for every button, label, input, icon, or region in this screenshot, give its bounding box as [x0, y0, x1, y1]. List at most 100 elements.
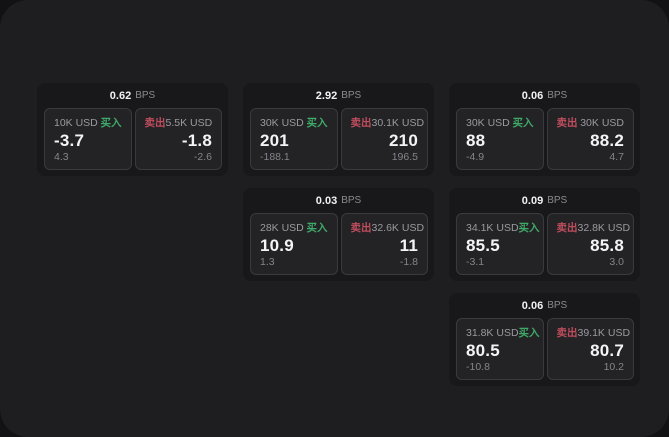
card-body: 30K USD 买入 88 -4.9 卖出 30K USD 88.2 4.7 — [449, 108, 640, 176]
buy-panel[interactable]: 10K USD 买入 -3.7 4.3 — [44, 108, 132, 170]
buy-side-label: 买入 — [306, 222, 328, 234]
buy-amount: 30K USD — [260, 117, 304, 129]
buy-price: 85.5 — [466, 236, 500, 255]
buy-side-label: 买入 — [306, 117, 328, 129]
sell-panel-top: 卖出 30.1K USD — [350, 115, 425, 130]
buy-panel-top: 28K USD 买入 — [260, 220, 328, 235]
sell-side-label: 卖出 — [350, 117, 372, 129]
sell-change: -2.6 — [193, 151, 212, 163]
buy-panel-top: 30K USD 买入 — [466, 115, 534, 130]
spread-unit-label: BPS — [135, 90, 156, 101]
buy-amount: 34.1K USD — [466, 222, 519, 234]
quote-card-grid: 0.62 BPS 10K USD 买入 -3.7 4.3 卖出 5.5K USD… — [37, 83, 640, 386]
buy-side-label: 买入 — [518, 327, 540, 339]
sell-change: 196.5 — [391, 151, 418, 163]
buy-panel-top: 10K USD 买入 — [54, 115, 122, 130]
spread-unit-label: BPS — [341, 195, 362, 206]
sell-panel-top: 卖出 30K USD — [557, 115, 625, 130]
buy-change: -3.1 — [466, 256, 485, 268]
quote-card[interactable]: 0.09 BPS 34.1K USD 买入 85.5 -3.1 卖出 32.8K… — [449, 188, 640, 281]
sell-price: 80.7 — [590, 341, 624, 360]
sell-change: -1.8 — [399, 256, 418, 268]
buy-panel[interactable]: 30K USD 买入 201 -188.1 — [250, 108, 338, 170]
sell-side-label: 卖出 — [350, 222, 372, 234]
quote-card[interactable]: 0.03 BPS 28K USD 买入 10.9 1.3 卖出 32.6K US… — [243, 188, 434, 281]
buy-panel[interactable]: 34.1K USD 买入 85.5 -3.1 — [456, 213, 544, 275]
buy-panel[interactable]: 30K USD 买入 88 -4.9 — [456, 108, 544, 170]
sell-side-label: 卖出 — [556, 327, 578, 339]
spread-header: 0.06 BPS — [449, 293, 640, 318]
sell-side-label: 卖出 — [144, 117, 166, 129]
quote-card[interactable]: 0.06 BPS 30K USD 买入 88 -4.9 卖出 30K USD 8… — [449, 83, 640, 176]
sell-panel-top: 卖出 5.5K USD — [145, 115, 213, 130]
sell-panel[interactable]: 卖出 5.5K USD -1.8 -2.6 — [134, 108, 222, 170]
spread-header: 0.06 BPS — [449, 83, 640, 108]
buy-panel-top: 34.1K USD 买入 — [466, 220, 540, 235]
buy-change: -188.1 — [260, 151, 290, 163]
spread-header: 0.62 BPS — [37, 83, 228, 108]
buy-price: 88 — [466, 131, 486, 150]
sell-amount: 39.1K USD — [577, 327, 631, 339]
spread-value: 0.06 — [521, 89, 544, 102]
quote-card[interactable]: 2.92 BPS 30K USD 买入 201 -188.1 卖出 30.1K … — [243, 83, 434, 176]
spread-unit-label: BPS — [547, 195, 568, 206]
buy-panel-top: 31.8K USD 买入 — [466, 325, 540, 340]
spread-header: 0.03 BPS — [243, 188, 434, 213]
quote-card[interactable]: 0.62 BPS 10K USD 买入 -3.7 4.3 卖出 5.5K USD… — [37, 83, 228, 176]
buy-change: 1.3 — [260, 256, 275, 268]
buy-price: 201 — [260, 131, 289, 150]
buy-panel[interactable]: 31.8K USD 买入 80.5 -10.8 — [456, 318, 544, 380]
spread-header: 0.09 BPS — [449, 188, 640, 213]
sell-panel[interactable]: 卖出 30.1K USD 210 196.5 — [340, 108, 428, 170]
spread-unit-label: BPS — [547, 300, 568, 311]
spread-value: 0.62 — [109, 89, 132, 102]
spread-unit-label: BPS — [547, 90, 568, 101]
buy-side-label: 买入 — [100, 117, 122, 129]
sell-price: -1.8 — [181, 131, 212, 150]
spread-header: 2.92 BPS — [243, 83, 434, 108]
sell-side-label: 卖出 — [556, 222, 578, 234]
buy-price: -3.7 — [54, 131, 85, 150]
buy-change: -4.9 — [466, 151, 485, 163]
sell-amount: 32.8K USD — [577, 222, 631, 234]
buy-amount: 10K USD — [54, 117, 98, 129]
buy-amount: 31.8K USD — [466, 327, 519, 339]
sell-price: 85.8 — [590, 236, 624, 255]
sell-change: 4.7 — [609, 151, 624, 163]
sell-panel-top: 卖出 39.1K USD — [556, 325, 631, 340]
sell-panel[interactable]: 卖出 30K USD 88.2 4.7 — [546, 108, 634, 170]
sell-price: 11 — [399, 236, 418, 255]
sell-panel[interactable]: 卖出 32.6K USD 11 -1.8 — [340, 213, 428, 275]
buy-amount: 30K USD — [466, 117, 510, 129]
card-body: 31.8K USD 买入 80.5 -10.8 卖出 39.1K USD 80.… — [449, 318, 640, 386]
spread-value: 0.09 — [521, 194, 544, 207]
spread-unit-label: BPS — [341, 90, 362, 101]
buy-panel[interactable]: 28K USD 买入 10.9 1.3 — [250, 213, 338, 275]
buy-panel-top: 30K USD 买入 — [260, 115, 328, 130]
card-body: 10K USD 买入 -3.7 4.3 卖出 5.5K USD -1.8 -2.… — [37, 108, 228, 176]
sell-amount: 30.1K USD — [371, 117, 425, 129]
sell-change: 10.2 — [603, 361, 624, 373]
sell-panel[interactable]: 卖出 39.1K USD 80.7 10.2 — [546, 318, 634, 380]
spread-value: 0.03 — [315, 194, 338, 207]
sell-price: 88.2 — [590, 131, 624, 150]
sell-panel[interactable]: 卖出 32.8K USD 85.8 3.0 — [546, 213, 634, 275]
sell-amount: 32.6K USD — [371, 222, 425, 234]
buy-amount: 28K USD — [260, 222, 304, 234]
card-body: 34.1K USD 买入 85.5 -3.1 卖出 32.8K USD 85.8… — [449, 213, 640, 281]
sell-amount: 30K USD — [580, 117, 624, 129]
buy-price: 10.9 — [260, 236, 294, 255]
sell-amount: 5.5K USD — [165, 117, 213, 129]
quote-card[interactable]: 0.06 BPS 31.8K USD 买入 80.5 -10.8 卖出 39.1… — [449, 293, 640, 386]
sell-panel-top: 卖出 32.6K USD — [350, 220, 425, 235]
card-body: 30K USD 买入 201 -188.1 卖出 30.1K USD 210 1… — [243, 108, 434, 176]
buy-side-label: 买入 — [518, 222, 540, 234]
sell-change: 3.0 — [609, 256, 624, 268]
buy-price: 80.5 — [466, 341, 500, 360]
buy-change: -10.8 — [466, 361, 490, 373]
sell-side-label: 卖出 — [556, 117, 578, 129]
buy-change: 4.3 — [54, 151, 69, 163]
buy-side-label: 买入 — [512, 117, 534, 129]
